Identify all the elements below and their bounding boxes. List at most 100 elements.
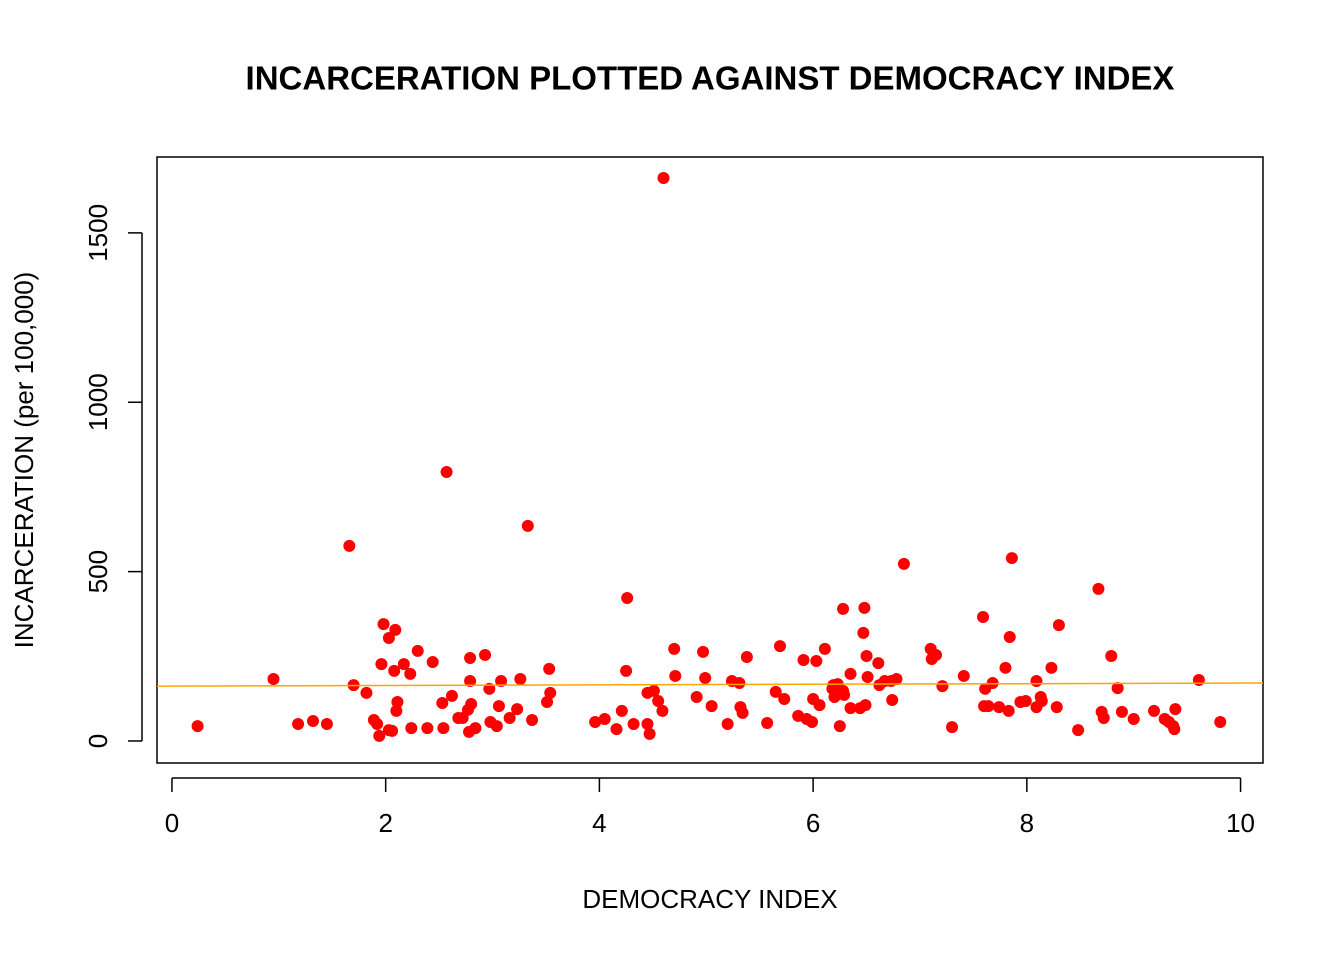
point — [371, 718, 384, 731]
point — [721, 718, 734, 731]
point — [388, 664, 401, 677]
point — [697, 645, 710, 658]
point — [890, 672, 903, 685]
point — [589, 716, 602, 729]
point — [818, 642, 831, 655]
chart-title: INCARCERATION PLOTTED AGAINST DEMOCRACY … — [246, 60, 1175, 97]
point — [511, 703, 524, 716]
point — [469, 722, 482, 735]
point — [426, 656, 439, 669]
point — [615, 704, 628, 717]
point — [1148, 704, 1161, 717]
point — [860, 649, 873, 662]
point — [690, 690, 703, 703]
point — [404, 667, 417, 680]
point — [373, 729, 386, 742]
x-tick-label: 2 — [378, 808, 392, 838]
point — [1072, 724, 1085, 737]
x-tick-label: 8 — [1020, 808, 1034, 838]
point — [610, 723, 623, 736]
x-tick-label: 10 — [1226, 808, 1255, 838]
point — [897, 557, 910, 570]
point — [857, 626, 870, 639]
point — [191, 720, 204, 733]
point — [464, 675, 477, 688]
point — [797, 654, 810, 667]
point — [858, 601, 871, 614]
point — [641, 718, 654, 731]
point — [465, 698, 478, 711]
point — [773, 640, 786, 653]
point — [761, 717, 774, 730]
point — [1050, 701, 1063, 714]
point — [490, 720, 503, 733]
point — [1192, 674, 1205, 687]
point — [514, 672, 527, 685]
point — [464, 651, 477, 664]
point — [479, 648, 492, 661]
point — [872, 657, 885, 670]
point — [844, 667, 857, 680]
point — [930, 648, 943, 661]
point — [669, 669, 682, 682]
point — [778, 692, 791, 705]
point — [1035, 695, 1048, 708]
point — [598, 712, 611, 725]
point — [936, 680, 949, 693]
point — [541, 696, 554, 709]
point — [657, 172, 670, 185]
point — [390, 704, 403, 717]
point — [292, 718, 305, 731]
point — [886, 693, 899, 706]
point — [859, 699, 872, 712]
point — [733, 677, 746, 690]
point — [810, 655, 823, 668]
point — [1092, 582, 1105, 595]
point — [377, 618, 390, 631]
x-tick-label: 0 — [165, 808, 179, 838]
point — [769, 685, 782, 698]
point — [833, 720, 846, 733]
point — [668, 642, 681, 655]
point — [445, 689, 458, 702]
point — [307, 714, 320, 727]
point — [736, 706, 749, 719]
point — [391, 696, 404, 709]
y-tick-label: 0 — [83, 734, 113, 748]
point — [1097, 711, 1110, 724]
point — [999, 661, 1012, 674]
x-tick-label: 6 — [806, 808, 820, 838]
point — [411, 644, 424, 657]
point — [495, 675, 508, 688]
point — [1169, 703, 1182, 716]
plot-frame — [156, 156, 1264, 764]
point — [621, 592, 634, 605]
point — [982, 700, 995, 713]
point — [957, 669, 970, 682]
point — [267, 672, 280, 685]
point — [1127, 712, 1140, 725]
point — [861, 670, 874, 683]
point — [946, 721, 959, 734]
point — [699, 671, 712, 684]
point — [993, 701, 1006, 714]
point — [360, 686, 373, 699]
point — [526, 713, 539, 726]
point — [838, 688, 851, 701]
point — [740, 650, 753, 663]
point — [1214, 716, 1227, 729]
y-axis-label: INCARCERATION (per 100,000) — [9, 272, 39, 649]
point — [436, 697, 449, 710]
point — [405, 722, 418, 735]
point — [627, 718, 640, 731]
point — [386, 724, 399, 737]
point — [1115, 705, 1128, 718]
y-tick-label: 1500 — [83, 204, 113, 262]
point — [375, 658, 388, 671]
point — [382, 632, 395, 645]
point — [844, 702, 857, 715]
point — [1003, 630, 1016, 643]
x-axis-label: DEMOCRACY INDEX — [582, 884, 837, 914]
